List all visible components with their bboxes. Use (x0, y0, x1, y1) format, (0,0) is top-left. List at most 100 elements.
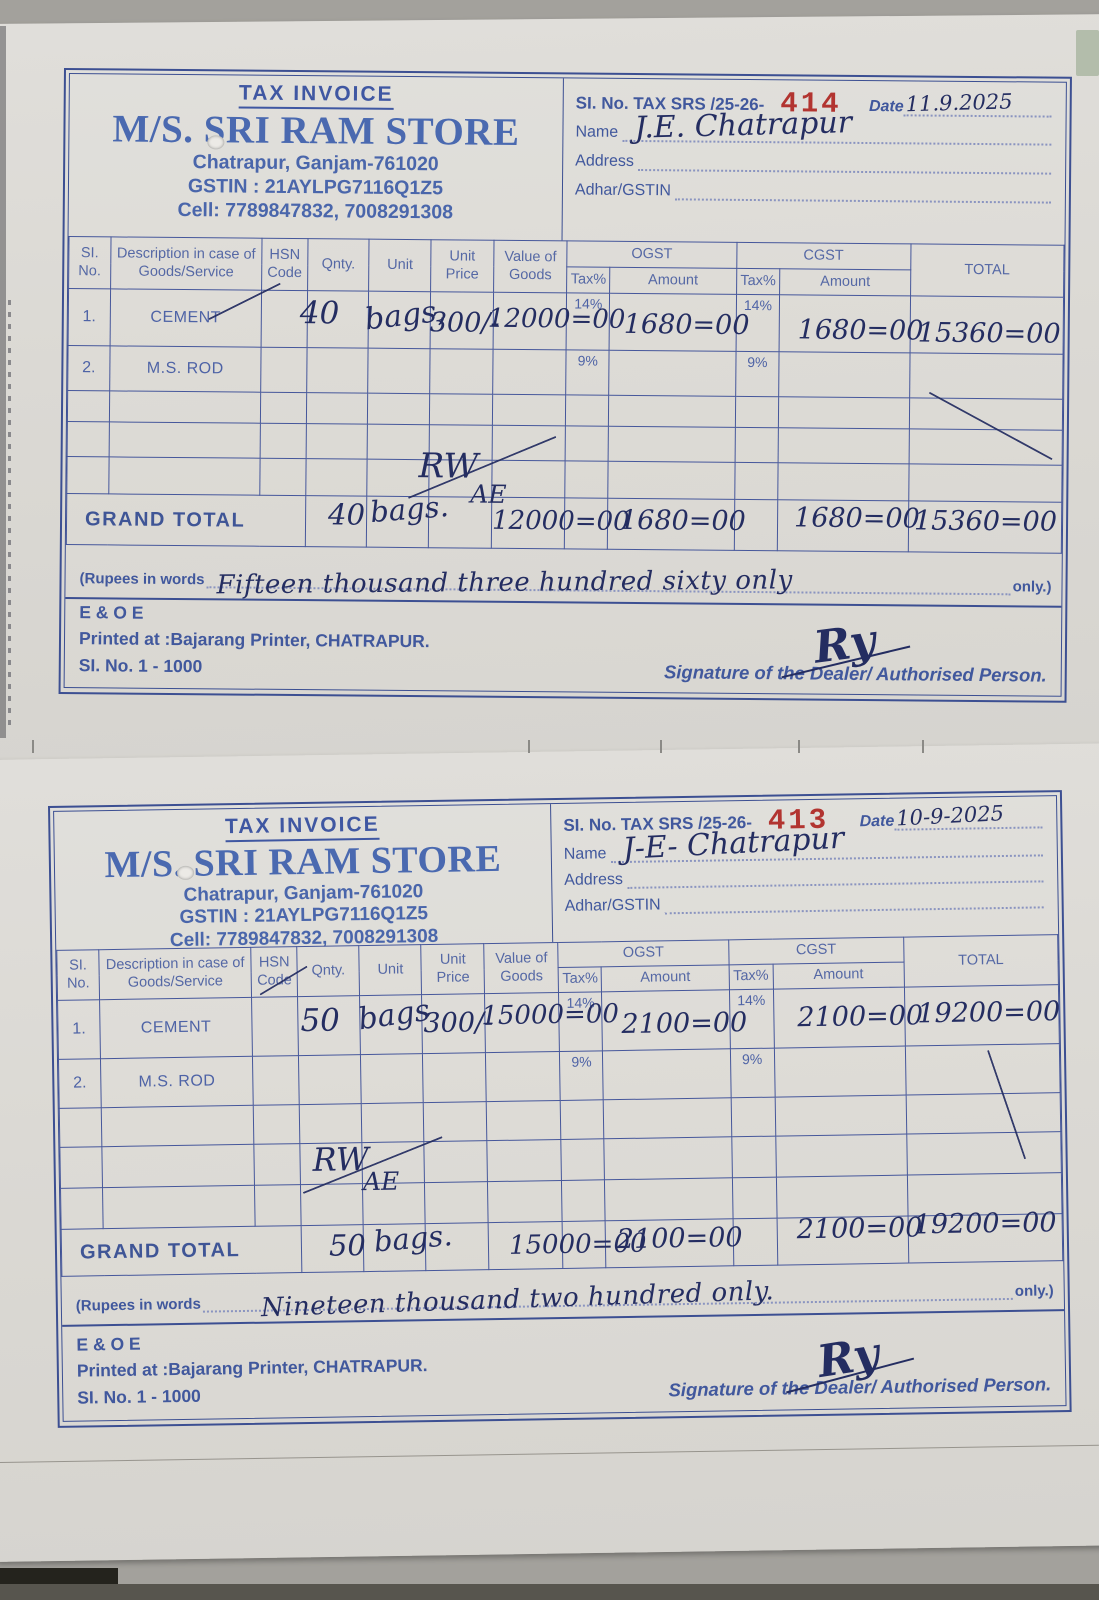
cell-ogst-tax: 9% (566, 349, 610, 396)
perforation-dots (8, 300, 11, 730)
cell-ogst-tax: 9% (559, 1050, 604, 1101)
photo-left-edge (0, 26, 6, 738)
tax-invoice-title: TAX INVOICE (224, 812, 380, 843)
col-unit-price: Unit Price (421, 943, 485, 995)
col-cgst-tax: Tax% (736, 268, 781, 295)
cell-sl: 1. (57, 999, 101, 1060)
name-label: Name (575, 123, 619, 142)
col-cgst: CGST (736, 242, 911, 270)
eoe-text: E & O E (79, 602, 144, 623)
col-ogst-tax: Tax% (567, 266, 611, 294)
name-line: J-E- Chatrapur (610, 821, 1043, 867)
date-label: Date (868, 98, 904, 116)
perforation-stub (922, 740, 924, 753)
name-label: Name (563, 845, 607, 864)
grand-total-label: GRAND TOTAL (61, 1225, 303, 1277)
col-sl: SI. No. (68, 236, 111, 289)
invoice-footer: E & O E Printed at :Bajarang Printer, CH… (62, 1311, 1065, 1421)
col-description: Description in case of Goods/Service (98, 947, 252, 1000)
items-table: SI. No. Description in case of Goods/Ser… (56, 934, 1063, 1277)
perforation-stub (660, 740, 662, 753)
handwritten-amount-words: Nineteen thousand two hundred only. (260, 1276, 775, 1324)
col-unit-price: Unit Price (430, 239, 494, 293)
rupees-in-words-label: (Rupees in words (75, 1295, 202, 1315)
invoice-inner-border: TAX INVOICE M/S. SRI RAM STORE Chatrapur… (53, 795, 1067, 1422)
store-name: M/S. SRI RAM STORE (104, 837, 502, 887)
only-label: only.) (1012, 578, 1052, 596)
cell-sl: 2. (58, 1058, 102, 1109)
adhar-row: Adhar/GSTIN (564, 891, 1044, 917)
signature-block: Ry Signature of the Dealer/ Authorised P… (668, 1328, 1053, 1401)
col-value: Value of Goods (484, 942, 559, 994)
cell-description: M.S. ROD (100, 1056, 254, 1108)
address-row: Address (564, 865, 1044, 891)
name-row: Name J-E- Chatrapur (563, 821, 1043, 867)
invoice-card-413: TAX INVOICE M/S. SRI RAM STORE Chatrapur… (48, 790, 1072, 1428)
col-ogst-tax: Tax% (558, 966, 602, 993)
invoice-footer: E & O E Printed at :Bajarang Printer, CH… (65, 599, 1062, 696)
serial-range-text: SI. No. 1 - 1000 (78, 654, 203, 676)
col-description: Description in case of Goods/Service (110, 236, 263, 291)
col-total: TOTAL (910, 243, 1064, 298)
adhar-gstin-label: Adhar/GSTIN (574, 181, 672, 200)
handwritten-date: 10-9-2025 (895, 801, 1005, 831)
address-label: Address (575, 152, 634, 171)
name-line: J.E. Chatrapur (622, 105, 1052, 146)
col-ogst-amount: Amount (601, 964, 730, 992)
handwritten-amount-words: Fifteen thousand three hundred sixty onl… (216, 565, 793, 601)
handwritten-date: 11.9.2025 (905, 89, 1013, 117)
perforation-stub (528, 740, 530, 753)
cell-cgst-tax: 9% (735, 351, 780, 397)
col-unit: Unit (358, 944, 422, 996)
tax-invoice-title: TAX INVOICE (238, 81, 394, 110)
col-ogst-amount: Amount (609, 267, 737, 295)
printed-at-text: Printed at :Bajarang Printer, CHATRAPUR. (78, 628, 430, 652)
col-cgst-tax: Tax% (728, 964, 774, 990)
name-row: Name J.E. Chatrapur (575, 105, 1052, 146)
punch-hole (207, 135, 225, 150)
address-line (637, 163, 1052, 175)
invoice-card-414: TAX INVOICE M/S. SRI RAM STORE Chatrapur… (58, 68, 1072, 703)
serial-range-text: SI. No. 1 - 1000 (77, 1385, 201, 1408)
address-row: Address (575, 152, 1052, 175)
words-line: Fifteen thousand three hundred sixty onl… (206, 565, 1011, 600)
date-line: 11.9.2025 (903, 90, 1052, 118)
adhar-gstin-label: Adhar/GSTIN (564, 896, 661, 916)
words-line: Nineteen thousand two hundred only. (202, 1276, 1013, 1323)
only-label: only.) (1014, 1282, 1054, 1300)
col-cgst: CGST (728, 937, 904, 965)
store-cell: Cell: 7789847832, 7008291308 (177, 198, 454, 223)
address-line (626, 874, 1044, 890)
cell-cgst-tax: 14% (729, 989, 775, 1049)
cell-description: CEMENT (99, 997, 253, 1059)
store-block: TAX INVOICE M/S. SRI RAM STORE Chatrapur… (69, 74, 563, 240)
cell-description: CEMENT (109, 288, 262, 348)
adhar-line (674, 192, 1051, 204)
grand-total-row: GRAND TOTAL (66, 493, 1062, 554)
store-block: TAX INVOICE M/S. SRI RAM STORE Chatrapur… (54, 804, 552, 951)
col-qty: Qnty. (296, 945, 360, 997)
invoice-inner-border: TAX INVOICE M/S. SRI RAM STORE Chatrapur… (63, 73, 1067, 697)
invoice-header: TAX INVOICE M/S. SRI RAM STORE Chatrapur… (69, 74, 1066, 245)
col-ogst: OGST (558, 939, 729, 968)
paper-tab (1076, 30, 1099, 76)
cell-cgst-tax: 14% (735, 294, 780, 352)
col-unit: Unit (369, 239, 432, 292)
footer-left-block: E & O E Printed at :Bajarang Printer, CH… (79, 599, 430, 681)
handwritten-name: J-E- Chatrapur (621, 820, 845, 868)
perforation-stub (798, 740, 800, 753)
col-hsn: HSN Code (250, 946, 298, 998)
items-table: SI. No. Description in case of Goods/Ser… (66, 236, 1065, 554)
item-row-1: 1. CEMENT 14% 14% (68, 288, 1064, 355)
grand-total-label: GRAND TOTAL (66, 493, 306, 547)
perforation-stub (32, 740, 34, 753)
rupees-in-words-label: (Rupees in words (79, 570, 205, 589)
amount-in-words-row: (Rupees in words Fifteen thousand three … (65, 545, 1062, 608)
cell-description: M.S. ROD (109, 345, 262, 393)
adhar-row: Adhar/GSTIN (575, 182, 1051, 204)
col-ogst: OGST (567, 240, 737, 269)
cell-sl: 2. (67, 345, 110, 391)
col-cgst-amount: Amount (772, 962, 905, 990)
bill-meta-block: SI. No. TAX SRS /25-26- 414 Date 11.9.20… (561, 78, 1066, 245)
col-value: Value of Goods (493, 240, 568, 293)
